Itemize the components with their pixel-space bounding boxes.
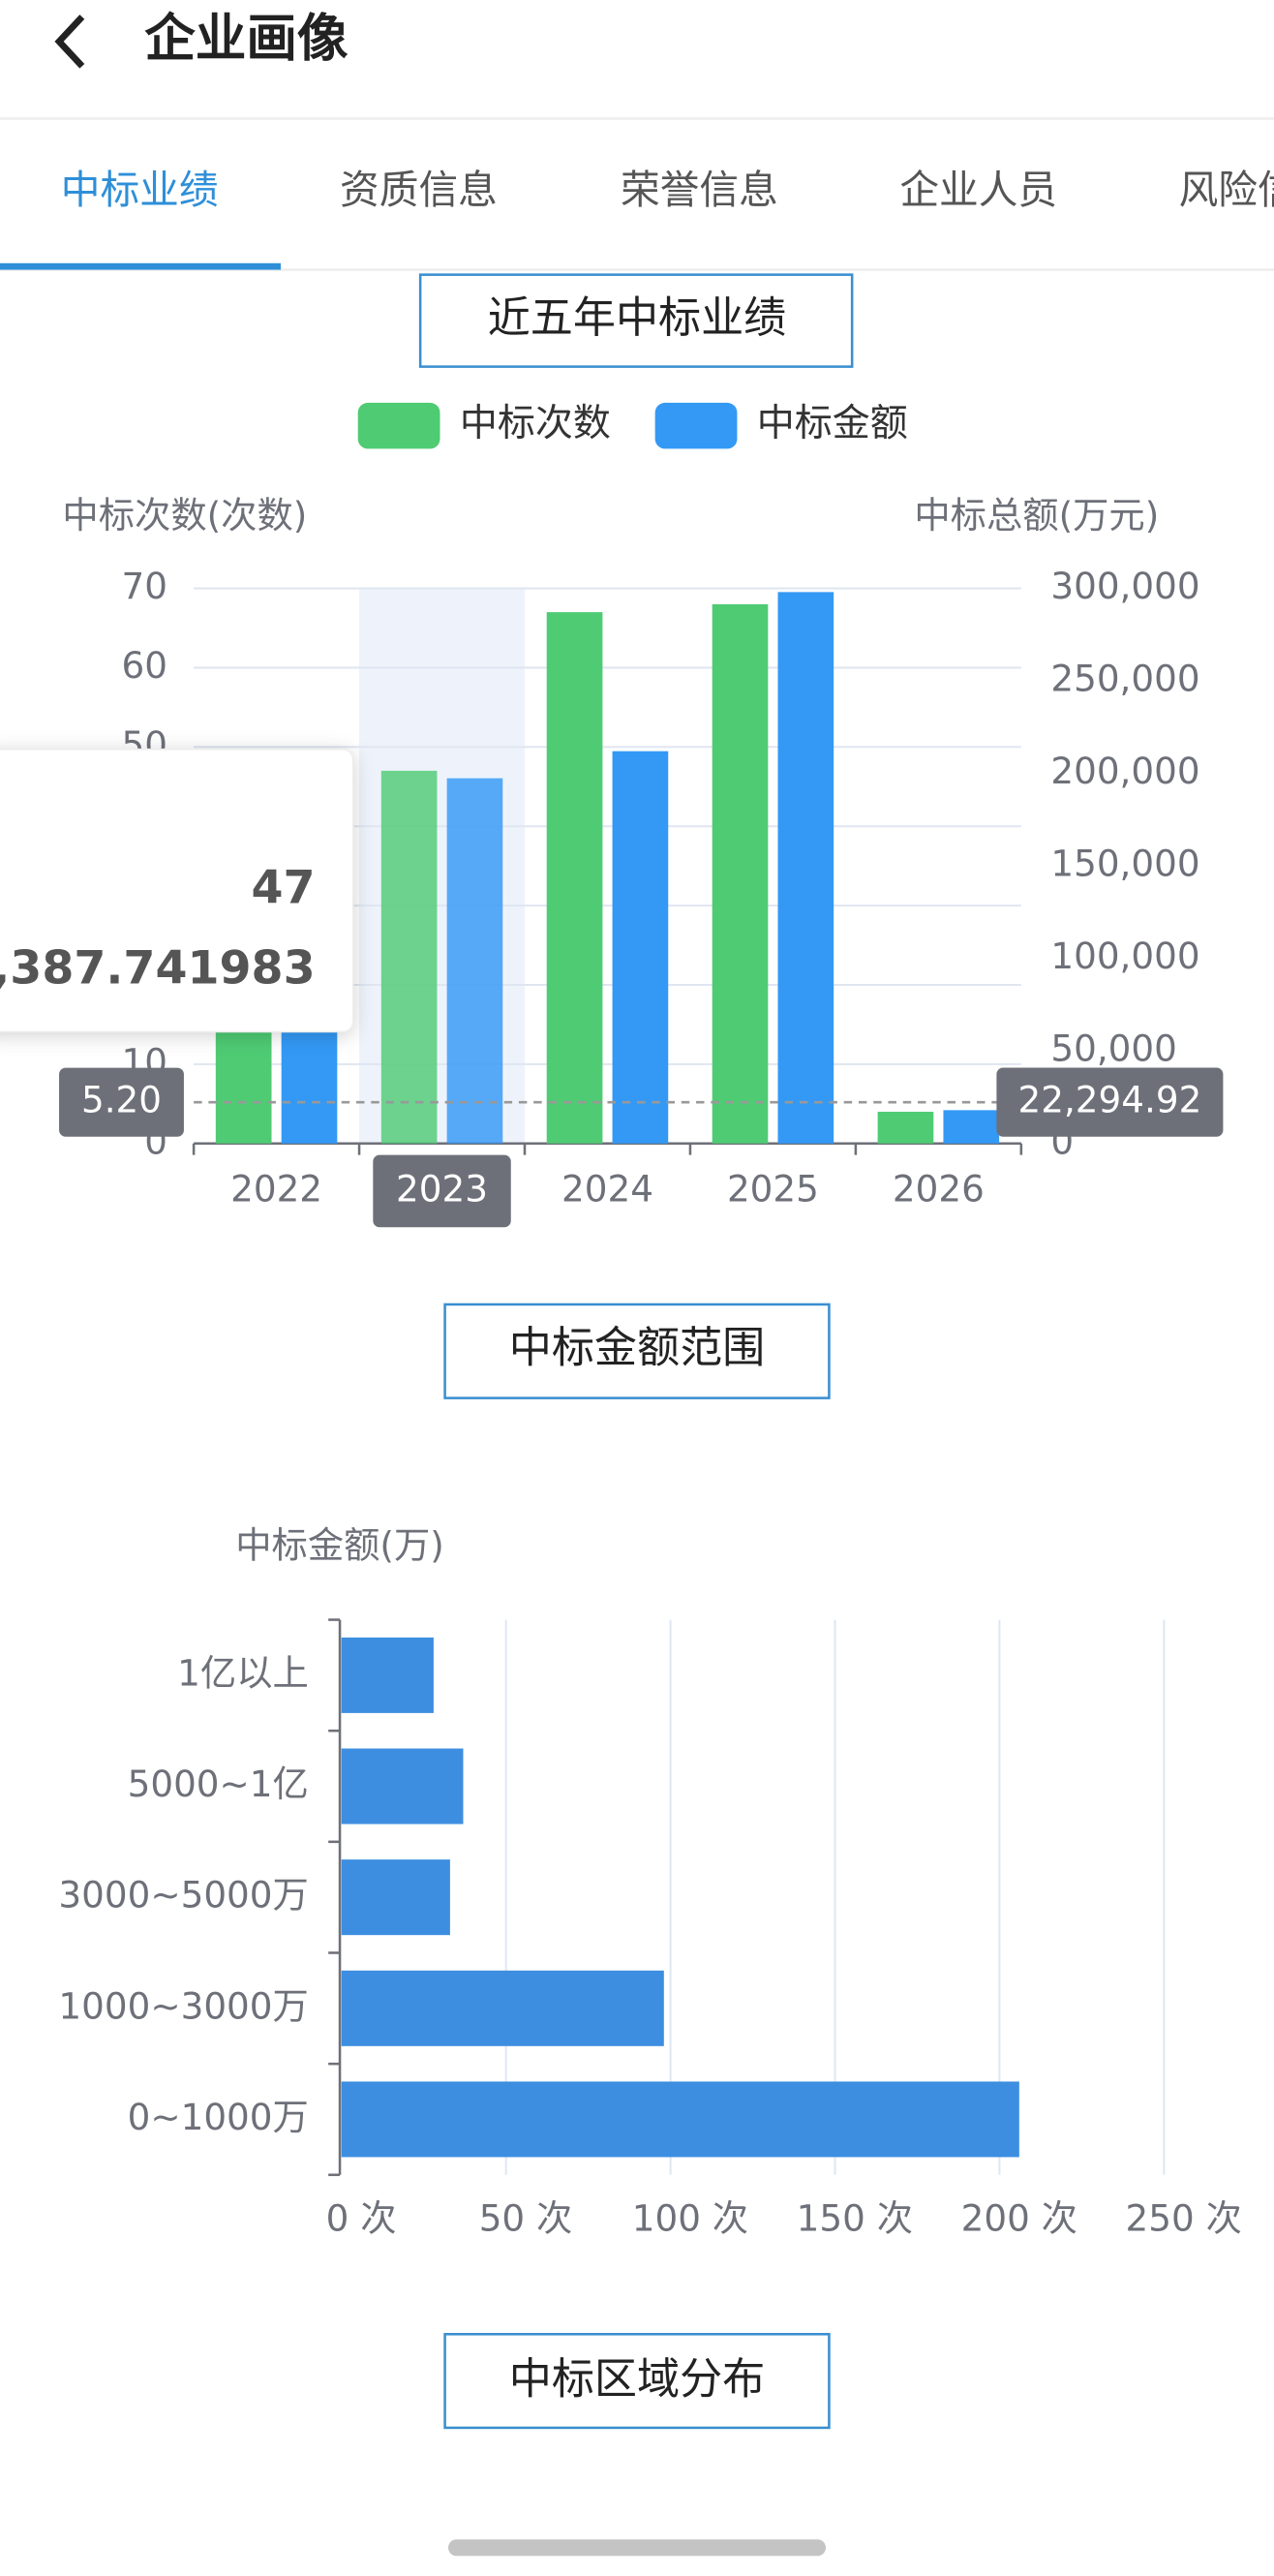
x-tick-label: 2023 [396,1167,488,1210]
x-tick-label: 50 次 [479,2197,573,2240]
tooltip-value: 47 [252,862,316,915]
bar [380,770,438,1144]
axis-pointer-label-box [59,1067,184,1137]
bar [777,592,834,1144]
y2-tick-label: 300,000 [1050,565,1199,607]
x-tick-label: 100 次 [632,2197,748,2240]
bar [612,751,669,1144]
y-tick-label: 60 [122,644,167,687]
axis-pointer-label-box [373,1154,511,1228]
y2-tick-label: 150,000 [1050,843,1199,885]
y2-tick-label: 50,000 [1050,1027,1177,1070]
y2-axis-title: 中标总额(万元) [914,494,1159,537]
tab-underline [0,262,281,270]
tab[interactable]: 风险信息 [1179,167,1274,213]
x-tick-label: 0 次 [326,2197,397,2240]
y-tick-label: 1000~3000万 [58,1984,308,2027]
tab[interactable]: 荣誉信息 [621,167,778,213]
bar [546,612,603,1144]
bar [341,1970,664,2046]
tooltip [0,748,354,1033]
y-tick-label: 5000~1亿 [128,1763,309,1805]
chart-title: 中标金额范围 [509,1323,765,1372]
bar [341,2081,1019,2158]
bar [446,778,503,1144]
tab[interactable]: 资质信息 [340,167,498,213]
tab[interactable]: 企业人员 [899,167,1057,213]
y-tick-label: 3000~5000万 [58,1874,308,1917]
legend-label: 中标次数 [460,402,611,445]
tooltip-value: 197,387.741983 [0,942,316,996]
chart-title: 近五年中标业绩 [488,293,787,343]
bar [877,1112,934,1144]
section-box [443,1303,831,1399]
y-axis-title: 中标次数(次数) [62,494,307,537]
x-tick-label: 200 次 [961,2197,1077,2240]
legend-swatch [357,402,440,449]
x-tick-label: 250 次 [1126,2197,1242,2240]
legend-swatch [654,402,738,449]
back-button[interactable] [54,15,85,69]
axis-pointer-label: 22,294.92 [1017,1079,1201,1121]
tab[interactable]: 中标业绩 [61,167,219,213]
bar [341,1859,450,1936]
y-tick-label: 1亿以上 [177,1651,309,1694]
bar [712,603,769,1144]
x-tick-label: 2026 [893,1167,985,1210]
y2-tick-label: 100,000 [1050,935,1199,977]
legend-label: 中标金额 [757,402,908,445]
bar [943,1110,1000,1144]
y-tick-label: 0~1000万 [128,2096,309,2138]
section-box [443,2333,831,2430]
page-title: 企业画像 [144,9,349,68]
x-tick-label: 2022 [230,1167,322,1210]
axis-pointer-label-box [996,1067,1224,1137]
y2-tick-label: 250,000 [1050,658,1199,700]
section-title: 中标区域分布 [509,2354,765,2404]
home-indicator [447,2539,827,2557]
bar [341,1637,434,1713]
y-axis-title: 中标金额(万) [235,1523,444,1566]
x-tick-label: 2025 [727,1167,819,1210]
x-tick-label: 2024 [561,1167,653,1210]
x-tick-label: 150 次 [797,2197,913,2240]
section-box [418,273,854,368]
bar [341,1748,464,1825]
y-tick-label: 70 [122,565,167,607]
y2-tick-label: 200,000 [1050,750,1199,792]
axis-pointer-label: 5.20 [81,1079,162,1121]
